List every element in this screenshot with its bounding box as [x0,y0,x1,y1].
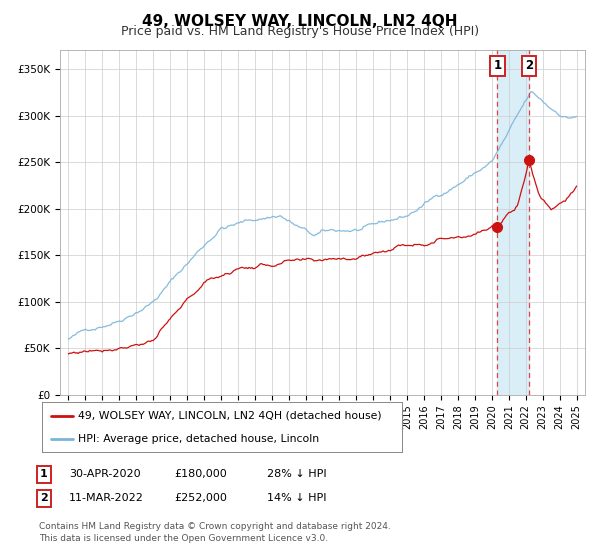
Text: 11-MAR-2022: 11-MAR-2022 [69,493,144,503]
Text: 2: 2 [40,493,47,503]
Text: HPI: Average price, detached house, Lincoln: HPI: Average price, detached house, Linc… [78,434,319,444]
Text: £252,000: £252,000 [174,493,227,503]
Text: 14% ↓ HPI: 14% ↓ HPI [267,493,326,503]
Text: Contains HM Land Registry data © Crown copyright and database right 2024.
This d: Contains HM Land Registry data © Crown c… [39,522,391,543]
Text: 1: 1 [493,59,502,72]
Text: 49, WOLSEY WAY, LINCOLN, LN2 4QH (detached house): 49, WOLSEY WAY, LINCOLN, LN2 4QH (detach… [78,410,382,421]
Bar [497,50,529,395]
Text: 30-APR-2020: 30-APR-2020 [69,469,140,479]
Text: 49, WOLSEY WAY, LINCOLN, LN2 4QH: 49, WOLSEY WAY, LINCOLN, LN2 4QH [142,14,458,29]
Text: 2: 2 [525,59,533,72]
Text: £180,000: £180,000 [174,469,227,479]
Text: 1: 1 [40,469,47,479]
Text: 28% ↓ HPI: 28% ↓ HPI [267,469,326,479]
Text: Price paid vs. HM Land Registry's House Price Index (HPI): Price paid vs. HM Land Registry's House … [121,25,479,38]
